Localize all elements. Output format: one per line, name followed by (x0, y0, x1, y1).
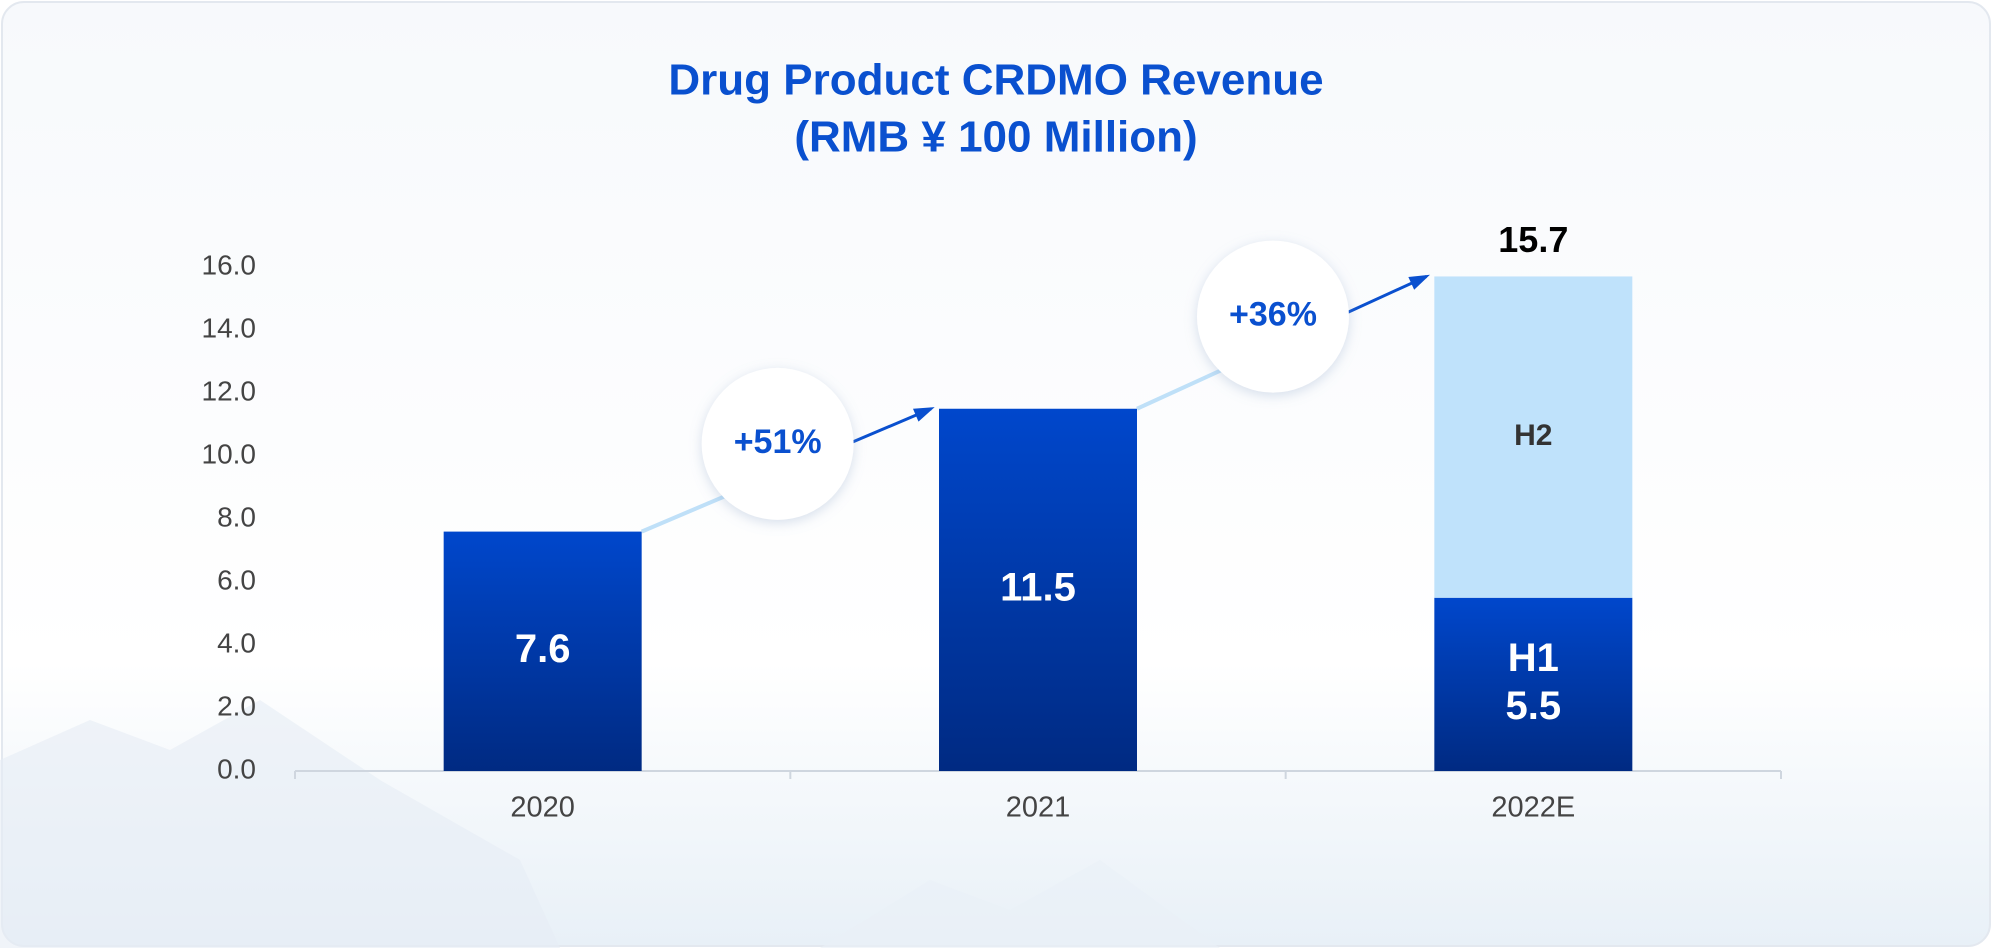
growth-label: +51% (734, 423, 822, 461)
bar-segment (1434, 597, 1633, 771)
y-tick-label: 0.0 (217, 753, 256, 784)
segment-name: H1 (1508, 636, 1559, 680)
y-tick-label: 10.0 (202, 438, 257, 469)
x-tick-label: 2021 (1006, 792, 1071, 824)
arrow-head (913, 407, 935, 422)
x-tick-label: 2022E (1491, 792, 1575, 824)
total-label: 15.7 (1498, 219, 1568, 260)
value-label: 5.5 (1506, 684, 1562, 728)
arrow-head (1408, 274, 1430, 290)
bar-segment (939, 408, 1137, 771)
growth-bubble (1196, 240, 1349, 393)
x-tick-label: 2020 (510, 792, 575, 824)
segment-name: H2 (1514, 419, 1552, 452)
growth-bubble (701, 367, 854, 520)
bar-segment (443, 531, 642, 771)
y-tick-label: 14.0 (202, 312, 257, 343)
mountain-decor (0, 700, 560, 948)
chart-title: (RMB ¥ 100 Million) (794, 113, 1197, 162)
y-tick-label: 2.0 (217, 690, 256, 721)
y-tick-label: 8.0 (217, 501, 256, 532)
y-tick-label: 4.0 (217, 627, 256, 658)
value-label: 7.6 (515, 627, 571, 671)
y-tick-label: 16.0 (202, 249, 257, 280)
chart-title: Drug Product CRDMO Revenue (668, 56, 1323, 105)
mountain-decor (820, 860, 1220, 948)
y-tick-label: 6.0 (217, 564, 256, 595)
growth-label: +36% (1229, 296, 1317, 334)
bar-segment (1434, 276, 1633, 598)
value-label: 11.5 (1000, 565, 1076, 609)
y-tick-label: 12.0 (202, 375, 257, 406)
